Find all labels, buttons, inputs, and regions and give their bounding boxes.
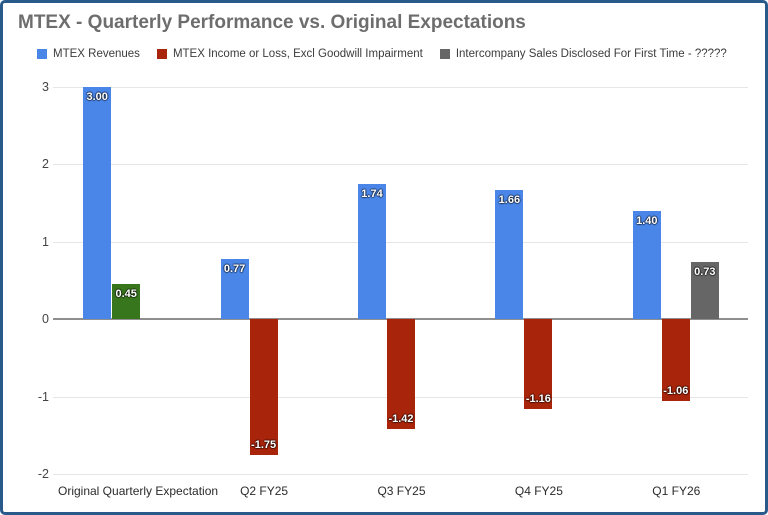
bar-value-label: 0.73 bbox=[694, 266, 716, 279]
chart-plot-area[interactable]: 3 2 1 0 -1 -2 Original Quarterly Expectation 3.… bbox=[3, 3, 765, 512]
chart-legend: MTEX Revenues MTEX Income or Loss, Excl G… bbox=[37, 48, 755, 60]
legend-label: MTEX Income or Loss, Excl Goodwill Impai… bbox=[172, 48, 423, 60]
chart-bar-mtex-revenues-q4-fy25[interactable] bbox=[495, 190, 524, 319]
bar-value-label: -1.16 bbox=[525, 392, 551, 405]
chart-bar-mtex-income-or-loss-excl-goodwill-impairme-original-quarterly-expectation[interactable] bbox=[112, 284, 141, 319]
legend-swatch-icon bbox=[37, 49, 47, 59]
bar-value-label: 1.40 bbox=[636, 214, 658, 227]
bar-value-label: -1.42 bbox=[388, 413, 414, 426]
gridline bbox=[53, 164, 748, 165]
gridline bbox=[53, 474, 748, 475]
chart-bar-mtex-revenues-q3-fy25[interactable] bbox=[358, 184, 386, 319]
legend-swatch-icon bbox=[156, 49, 167, 59]
y-axis-tick-label: 1 bbox=[42, 234, 49, 249]
gridline bbox=[53, 86, 748, 88]
chart-bar-mtex-revenues-q2-fy25[interactable] bbox=[220, 259, 249, 319]
gridline bbox=[53, 241, 748, 243]
chart-bar-mtex-income-or-loss-excl-goodwill-impairme-q1-fy26[interactable] bbox=[661, 319, 690, 402]
x-axis-label-original-quarterly-expectation: Original Quarterly Expectation bbox=[58, 484, 219, 498]
x-axis-label-q3-fy25: Q3 FY25 bbox=[377, 484, 426, 498]
chart-bar-mtex-income-or-loss-excl-goodwill-impairme-q3-fy25[interactable] bbox=[387, 319, 415, 430]
chart-bar-mtex-revenues-original-quarterly-expectation[interactable] bbox=[83, 86, 112, 319]
legend-label: MTEX Revenues bbox=[53, 48, 140, 60]
x-axis-label-q2-fy25: Q2 FY25 bbox=[240, 484, 289, 498]
bar-value-label: 0.77 bbox=[223, 263, 246, 276]
chart-bar-intercompany-sales-disclosed-for-first-tim-q1-fy26[interactable] bbox=[690, 262, 719, 319]
y-axis-tick-label: -1 bbox=[37, 389, 49, 404]
bar-value-label: -1.06 bbox=[663, 385, 689, 398]
bar-value-label: -1.75 bbox=[251, 438, 277, 451]
chart-bar-mtex-income-or-loss-excl-goodwill-impairme-q2-fy25[interactable] bbox=[249, 319, 278, 455]
bar-value-label: 0.45 bbox=[115, 288, 137, 301]
x-axis-label-q4-fy25: Q4 FY25 bbox=[514, 484, 563, 498]
bar-value-label: 1.74 bbox=[361, 188, 383, 201]
y-axis-tick-label: 0 bbox=[42, 312, 49, 326]
y-axis-tick-label: 3 bbox=[42, 79, 49, 94]
chart-bar-mtex-income-or-loss-excl-goodwill-impairme-q4-fy25[interactable] bbox=[524, 319, 553, 409]
y-axis-tick-label: -2 bbox=[37, 467, 49, 481]
legend-item-intercompany-sales-disclosed-for-first-tim[interactable]: Intercompany Sales Disclosed For First T… bbox=[439, 48, 727, 60]
bar-value-label: 1.66 bbox=[498, 194, 521, 207]
legend-swatch-icon bbox=[439, 49, 450, 59]
y-axis-tick-label: 2 bbox=[42, 157, 49, 171]
legend-label: Intercompany Sales Disclosed For First T… bbox=[455, 48, 727, 60]
bar-value-label: 3.00 bbox=[86, 90, 108, 103]
chart-bar-mtex-revenues-q1-fy26[interactable] bbox=[632, 210, 661, 319]
chart-title: MTEX - Quarterly Performance vs. Origina… bbox=[18, 12, 526, 33]
x-axis-label-q1-fy26: Q1 FY26 bbox=[652, 484, 701, 498]
legend-item-mtex-income-or-loss-excl-goodwill-impairme[interactable]: MTEX Income or Loss, Excl Goodwill Impai… bbox=[156, 48, 423, 60]
legend-item-mtex-revenues[interactable]: MTEX Revenues bbox=[37, 48, 140, 60]
